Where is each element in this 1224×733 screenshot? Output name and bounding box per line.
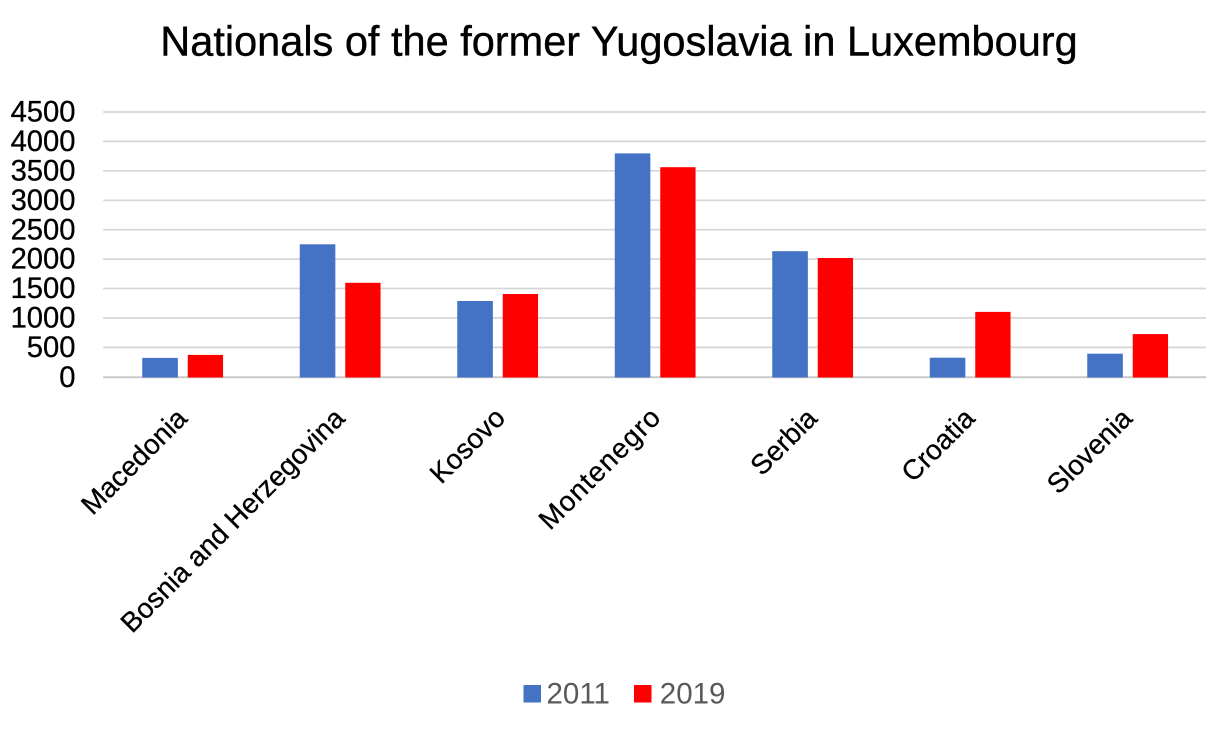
svg-text:1500: 1500	[11, 273, 76, 305]
svg-text:2000: 2000	[11, 244, 76, 276]
svg-text:4500: 4500	[11, 97, 76, 129]
svg-text:Nationals of the former Yugosl: Nationals of the former Yugoslavia in Lu…	[160, 17, 1077, 64]
svg-text:2500: 2500	[11, 214, 76, 246]
svg-text:500: 500	[27, 332, 76, 364]
svg-text:3000: 3000	[11, 185, 76, 217]
svg-text:4000: 4000	[11, 126, 76, 158]
svg-text:0: 0	[59, 362, 75, 394]
svg-text:2019: 2019	[660, 677, 726, 710]
svg-text:2011: 2011	[547, 677, 610, 710]
svg-text:1000: 1000	[11, 303, 76, 335]
svg-text:3500: 3500	[11, 155, 76, 187]
